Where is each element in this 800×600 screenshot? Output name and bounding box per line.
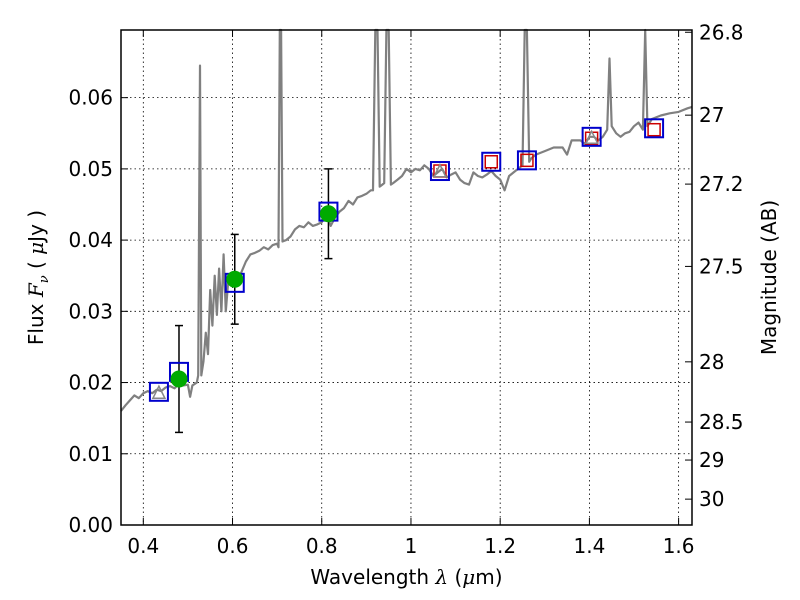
right-axis-label: Magnitude (AB): [757, 200, 781, 355]
triangle-marker: [151, 384, 167, 399]
x-axis-label: Wavelength λ (μm): [310, 565, 502, 589]
ticks: 0.4 0.6 0.8 1 1.2 1.4 1.6 0.00 0.01 0.02 0.03 0.04 0…: [68, 20, 743, 558]
blue-square-marker: [148, 381, 169, 402]
triangle-marker: [584, 129, 599, 145]
model-spectrum-layer: [120, 28, 693, 412]
blue-square-marker: [516, 150, 537, 171]
red-square-marker: [484, 155, 499, 169]
y-tick-label: 0.03: [68, 299, 113, 323]
mag-tick-label: 29: [699, 448, 724, 472]
blue-square-marker: [481, 151, 502, 172]
x-tick-label: 1.4: [573, 534, 605, 558]
mag-tick-label: 28.5: [699, 410, 744, 434]
y-tick-label: 0.02: [68, 371, 113, 395]
y-tick-label: 0.05: [68, 157, 113, 181]
red-square-marker: [520, 153, 534, 168]
mag-tick-label: 28: [699, 350, 724, 374]
observed-flux-point: [319, 205, 337, 223]
red-square-marker: [647, 122, 661, 137]
model-spectrum-line: [120, 28, 693, 412]
mag-tick-label: 26.8: [699, 20, 744, 44]
blue-square-marker: [429, 161, 450, 182]
observed-flux-point: [226, 270, 244, 288]
x-tick-label: 1.6: [663, 534, 695, 558]
observed-flux-point: [170, 370, 188, 388]
mag-tick-label: 27.2: [699, 172, 744, 196]
blue-square-marker: [644, 118, 665, 139]
plot-frame: [120, 29, 693, 526]
x-tick-label: 0.8: [306, 534, 338, 558]
x-tick-label: 0.4: [127, 534, 159, 558]
y-tick-label: 0.01: [68, 442, 113, 466]
y-tick-label: 0.06: [68, 86, 113, 110]
y-axis-label: Flux Fν ( μJy ): [24, 210, 52, 345]
photometry-layer: [148, 118, 665, 434]
y-tick-label: 0.00: [68, 513, 113, 537]
y-tick-label: 0.04: [68, 228, 113, 252]
mag-tick-label: 30: [699, 487, 724, 511]
x-tick-label: 0.6: [217, 534, 249, 558]
mag-tick-label: 27.5: [699, 254, 744, 278]
x-tick-label: 1: [405, 534, 418, 558]
x-tick-label: 1.2: [484, 534, 516, 558]
triangle-marker: [432, 163, 448, 178]
blue-square-marker: [581, 126, 602, 147]
mag-tick-label: 27: [699, 103, 724, 127]
